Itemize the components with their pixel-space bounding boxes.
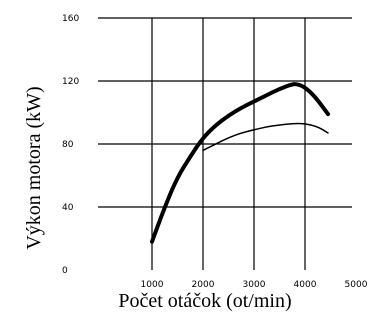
y-tick-label: 0 xyxy=(62,266,68,276)
x-tick-label: 4000 xyxy=(294,280,317,290)
grid-lines xyxy=(98,17,352,270)
y-tick-label: 40 xyxy=(62,203,74,213)
y-axis-title: Výkon motora (kW) xyxy=(23,86,45,249)
x-tick-label: 5000 xyxy=(345,280,368,290)
series-line-thin xyxy=(202,122,329,152)
x-tick-label: 3000 xyxy=(243,280,266,290)
x-tick-label: 2000 xyxy=(192,280,215,290)
x-axis-title: Počet otáčok (ot/min) xyxy=(118,290,291,312)
y-tick-label: 80 xyxy=(62,140,74,150)
data-series xyxy=(150,82,330,244)
tick-labels: 0 40 80 120 160 1000 2000 3000 4000 5000 xyxy=(62,14,368,290)
x-tick-label: 1000 xyxy=(141,280,164,290)
y-tick-label: 120 xyxy=(62,77,79,87)
y-tick-label: 160 xyxy=(62,14,79,24)
series-line-thick xyxy=(150,82,330,244)
